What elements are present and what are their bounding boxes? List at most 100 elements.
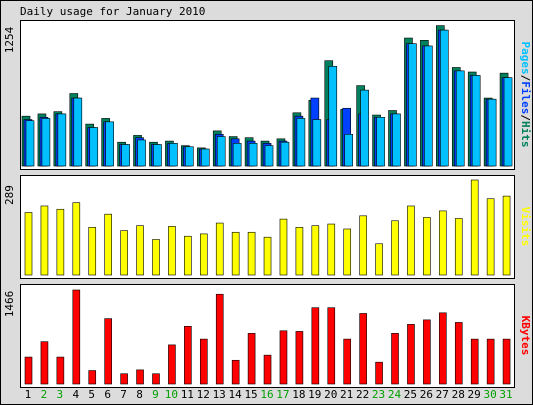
visits-bar-day-26 — [423, 217, 431, 276]
x-tick-label-day-14: 14 — [229, 388, 243, 401]
x-tick-label-day-24: 24 — [388, 388, 402, 401]
kbytes-bar-day-12 — [199, 338, 208, 385]
pages-bar-day-23 — [376, 117, 385, 167]
kbytes-bar-day-8 — [136, 369, 144, 385]
pages-bar-day-25 — [408, 43, 417, 167]
kbytes-bar-day-16 — [263, 354, 272, 385]
visits-bar-day-25 — [407, 205, 415, 276]
visits-bar-day-8 — [136, 225, 144, 276]
chart-panels: 1254 Pages/Files/Hits 289 Visits 1466 KBytes — [3, 20, 532, 388]
kbytes-bar-day-13 — [215, 293, 224, 385]
kbytes-bar-day-26 — [423, 319, 431, 385]
visits-bar-day-7 — [120, 230, 128, 276]
pages-bar-day-6 — [105, 121, 114, 167]
visits-bar-day-18 — [295, 227, 304, 276]
pages-bar-day-15 — [248, 143, 258, 167]
visits-bar-day-21 — [343, 228, 352, 276]
pages-bar-day-1 — [25, 120, 35, 167]
visits-bar-day-16 — [263, 236, 272, 276]
panel-visits-ymax-label: 289 — [3, 185, 16, 205]
x-tick-label-day-22: 22 — [356, 388, 369, 401]
panel-usage: 1254 Pages/Files/Hits — [3, 20, 532, 170]
visits-bar-day-5 — [88, 227, 97, 276]
pages-bar-day-22 — [360, 89, 369, 167]
pages-bar-day-5 — [89, 127, 99, 167]
kbytes-bar-day-31 — [502, 338, 511, 385]
kbytes-bar-day-21 — [343, 338, 352, 385]
kbytes-bar-day-11 — [184, 325, 192, 385]
pages-bar-day-2 — [41, 118, 51, 167]
x-tick-label-day-18: 18 — [292, 388, 305, 401]
visits-bar-day-22 — [359, 215, 367, 276]
kbytes-bar-day-28 — [454, 322, 463, 385]
pages-bar-day-4 — [73, 97, 83, 167]
x-tick-label-day-8: 8 — [136, 388, 143, 401]
x-tick-label-day-19: 19 — [308, 388, 321, 401]
kbytes-bar-day-22 — [359, 313, 367, 385]
visits-bar-day-31 — [502, 195, 511, 276]
kbytes-bar-day-30 — [486, 338, 495, 385]
panel-visits-legend: Visits — [519, 207, 532, 247]
kbytes-bar-day-14 — [231, 359, 240, 385]
kbytes-bar-day-5 — [88, 370, 97, 385]
x-tick-label-day-23: 23 — [372, 388, 385, 401]
kbytes-bar-day-29 — [470, 338, 479, 385]
pages-bar-day-27 — [440, 29, 449, 167]
kbytes-bar-day-19 — [311, 307, 320, 385]
x-tick-label-day-4: 4 — [72, 388, 79, 401]
kbytes-bar-day-1 — [24, 356, 33, 385]
pages-bar-day-3 — [57, 113, 67, 167]
pages-bar-day-18 — [296, 118, 306, 167]
x-tick-label-day-16: 16 — [260, 388, 273, 401]
x-tick-label-day-30: 30 — [483, 388, 496, 401]
kbytes-bar-day-18 — [295, 331, 304, 385]
x-tick-label-day-2: 2 — [41, 388, 48, 401]
x-tick-label-day-10: 10 — [165, 388, 178, 401]
kbytes-bar-day-23 — [375, 361, 383, 385]
visits-bar-day-10 — [168, 226, 176, 276]
pages-bar-day-7 — [121, 144, 130, 167]
panel-kbytes: 1466 KBytes — [3, 284, 532, 388]
visits-bar-day-30 — [486, 198, 495, 276]
pages-bar-day-13 — [216, 136, 226, 167]
visits-bar-day-23 — [375, 243, 383, 276]
legend-pages: Pages — [519, 42, 532, 75]
visits-bar-day-14 — [231, 231, 240, 276]
x-tick-label-day-31: 31 — [499, 388, 512, 401]
kbytes-bar-day-6 — [104, 318, 112, 385]
legend-separator: / — [519, 75, 532, 82]
x-tick-label-day-5: 5 — [88, 388, 95, 401]
visits-bar-day-13 — [215, 222, 224, 276]
pages-bar-day-21 — [344, 133, 354, 167]
kbytes-bar-day-17 — [279, 330, 288, 385]
x-tick-label-day-13: 13 — [213, 388, 226, 401]
kbytes-bar-day-9 — [152, 373, 160, 385]
panel-usage-legend: Pages/Files/Hits — [519, 42, 532, 148]
panel-kbytes-ymax-label: 1466 — [3, 291, 16, 318]
x-tick-label-day-7: 7 — [120, 388, 127, 401]
kbytes-bar-day-7 — [120, 373, 128, 385]
x-tick-label-day-6: 6 — [104, 388, 111, 401]
kbytes-bar-day-3 — [56, 356, 65, 385]
kbytes-bar-day-27 — [439, 312, 447, 385]
legend-kbytes: KBytes — [519, 316, 532, 356]
pages-bar-day-12 — [200, 148, 210, 167]
x-tick-label-day-15: 15 — [244, 388, 257, 401]
x-tick-label-day-9: 9 — [152, 388, 159, 401]
x-tick-label-day-28: 28 — [452, 388, 465, 401]
kbytes-bar-day-10 — [168, 344, 176, 385]
x-tick-label-day-12: 12 — [197, 388, 210, 401]
visits-bar-day-20 — [327, 223, 336, 276]
kbytes-bar-day-25 — [407, 324, 415, 385]
chart-title: Daily usage for January 2010 — [20, 5, 205, 18]
visits-bar-day-28 — [454, 218, 463, 276]
panel-usage-ymax-label: 1254 — [3, 26, 16, 53]
pages-bar-day-16 — [264, 145, 274, 167]
visits-bar-day-19 — [311, 225, 320, 276]
legend-separator: / — [519, 114, 532, 121]
x-tick-label-day-26: 26 — [420, 388, 433, 401]
x-tick-label-day-29: 29 — [468, 388, 481, 401]
visits-bar-day-24 — [391, 220, 399, 276]
pages-bar-day-8 — [137, 139, 146, 167]
